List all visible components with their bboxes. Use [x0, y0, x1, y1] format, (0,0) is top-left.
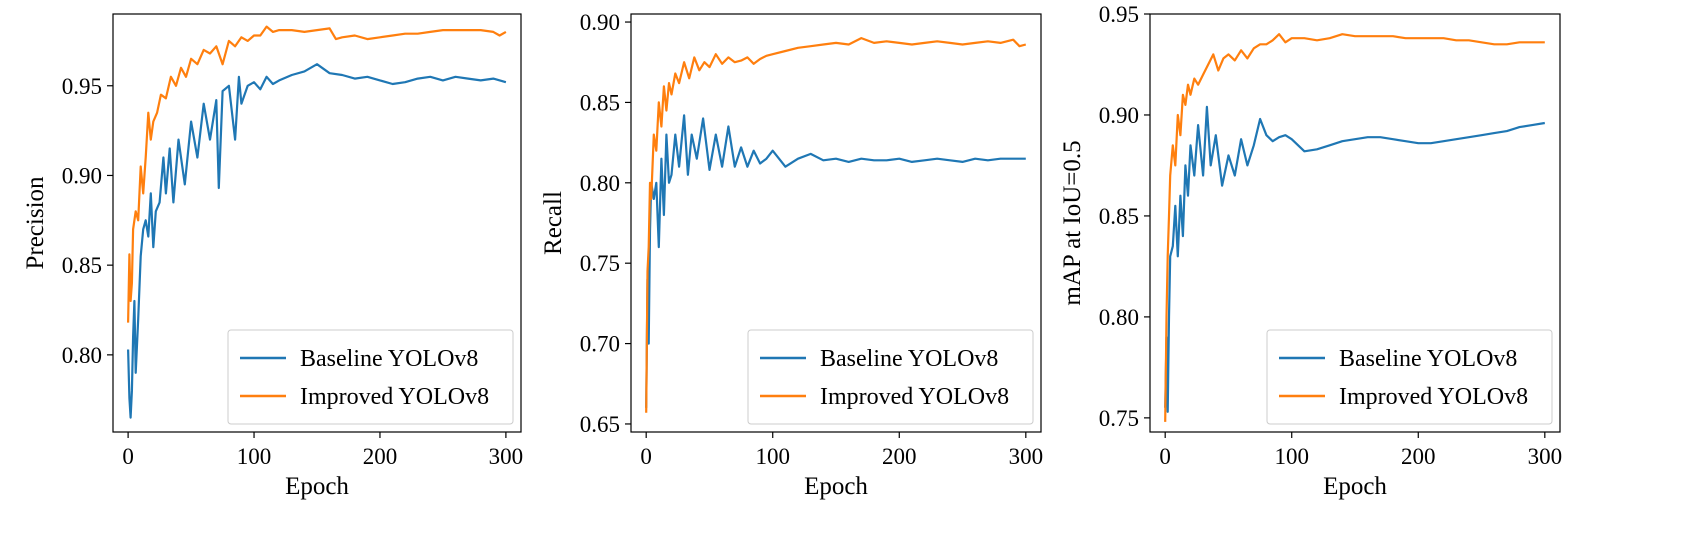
recall-y-tick-label: 0.90: [580, 10, 620, 35]
map-y-tick-label: 0.90: [1099, 103, 1139, 128]
recall-legend-label-improved: Improved YOLOv8: [820, 384, 1009, 410]
map-y-tick-label: 0.85: [1099, 204, 1139, 229]
map-x-tick-label: 200: [1401, 444, 1436, 469]
recall-plot-frame: [630, 13, 1042, 433]
precision-y-axis-title: Precision: [22, 176, 49, 270]
map-plot-frame: [1149, 13, 1561, 433]
map-legend: Baseline YOLOv8 Improved YOLOv8: [1266, 329, 1553, 425]
recall-y-tick-label: 0.65: [580, 412, 620, 437]
recall-legend-label-baseline: Baseline YOLOv8: [820, 346, 998, 372]
recall-y-tick-label: 0.85: [580, 90, 620, 115]
precision-series-baseline-line: [127, 63, 507, 419]
recall-y-tick-label: 0.80: [580, 171, 620, 196]
map-chart: 0 100 200 300 0.75 0.80 0.85 0.90 0.95 Epoch mAP a…: [1059, 2, 1562, 500]
map-x-tick-label: 300: [1528, 444, 1563, 469]
precision-legend: Baseline YOLOv8 Improved YOLOv8: [227, 329, 514, 425]
recall-x-axis-title: Epoch: [804, 473, 868, 500]
recall-x-tick-label: 100: [755, 444, 790, 469]
recall-series-baseline-line: [645, 114, 1026, 408]
precision-plot-frame: [112, 13, 522, 433]
map-x-tick-label: 0: [1159, 444, 1171, 469]
precision-series-improved-line: [127, 25, 507, 323]
map-legend-label-baseline: Baseline YOLOv8: [1339, 346, 1517, 372]
precision-y-tick-label: 0.90: [62, 163, 102, 188]
map-legend-box: [1266, 329, 1553, 425]
precision-x-tick-label: 200: [363, 444, 398, 469]
precision-x-tick-label: 300: [489, 444, 524, 469]
map-y-tick-label: 0.75: [1099, 406, 1139, 431]
map-y-tick-label: 0.80: [1099, 305, 1139, 330]
precision-x-tick-label: 0: [122, 444, 134, 469]
map-x-axis-title: Epoch: [1323, 473, 1387, 500]
precision-y-tick-label: 0.85: [62, 253, 102, 278]
precision-legend-label-baseline: Baseline YOLOv8: [300, 346, 478, 372]
precision-x-tick-label: 100: [237, 444, 272, 469]
recall-chart: 0 100 200 300 0.65 0.70 0.75 0.80 0.85 0.90 Epoch R…: [540, 10, 1043, 500]
map-x-tick-label: 100: [1274, 444, 1309, 469]
map-y-axis-title: mAP at IoU=0.5: [1059, 140, 1086, 305]
precision-y-tick-label: 0.95: [62, 74, 102, 99]
precision-chart: 0 100 200 300 0.80 0.85 0.90 0.95 Epoch Precision…: [22, 13, 524, 500]
recall-x-tick-label: 200: [882, 444, 917, 469]
map-legend-label-improved: Improved YOLOv8: [1339, 384, 1528, 410]
precision-legend-label-improved: Improved YOLOv8: [300, 384, 489, 410]
precision-y-tick-label: 0.80: [62, 343, 102, 368]
recall-x-tick-label: 300: [1009, 444, 1044, 469]
recall-x-tick-label: 0: [640, 444, 652, 469]
precision-x-axis-title: Epoch: [285, 473, 349, 500]
panels-root: 0 100 200 300 0.80 0.85 0.90 0.95 Epoch Precision…: [22, 2, 1562, 500]
recall-series-improved-line: [645, 36, 1027, 413]
recall-legend-box: [747, 329, 1034, 425]
map-series-baseline-line: [1164, 105, 1545, 413]
map-y-tick-label: 0.95: [1099, 2, 1139, 27]
recall-y-axis-title: Recall: [540, 191, 567, 255]
recall-legend: Baseline YOLOv8 Improved YOLOv8: [747, 329, 1034, 425]
recall-y-tick-label: 0.75: [580, 251, 620, 276]
recall-y-tick-label: 0.70: [580, 332, 620, 357]
precision-legend-box: [227, 329, 514, 425]
map-series-improved-line: [1164, 33, 1545, 422]
